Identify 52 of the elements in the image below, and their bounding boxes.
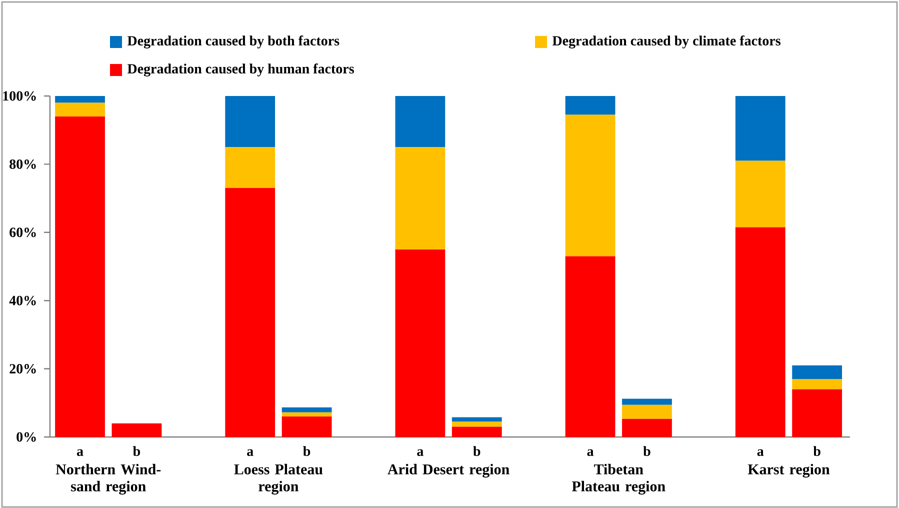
text: Tibetan Plateau region (572, 464, 666, 495)
legend-label: Degradation caused by human factors (127, 64, 354, 76)
y-tick-label: 80% (10, 159, 36, 169)
bar (282, 416, 332, 437)
x-tick-label: a (247, 449, 254, 456)
x-tick-label: b (303, 446, 310, 456)
text: Arid Desert region (388, 464, 510, 478)
x-tick-label: b (473, 446, 480, 456)
bar (622, 404, 672, 419)
bar (225, 96, 276, 148)
x-tick-label: b (813, 446, 820, 456)
bar (565, 114, 616, 256)
x-tick-label: a (76, 449, 84, 456)
bar (225, 188, 276, 437)
bar (452, 426, 502, 437)
bar (452, 417, 502, 422)
bar (55, 116, 105, 437)
bar (112, 423, 162, 437)
text: Karst region (748, 464, 830, 478)
text: Loess Plateau region (234, 464, 323, 495)
y-tick-label: 40% (9, 296, 36, 306)
bar (735, 160, 786, 228)
bar (735, 96, 786, 161)
bar (565, 256, 616, 437)
bar (395, 147, 446, 250)
legend-label: Degradation caused by both factors (127, 36, 340, 48)
x-tick-label: a (417, 449, 424, 456)
bar (55, 96, 105, 103)
bar (55, 102, 105, 116)
text: Northern Wind-sand region (56, 464, 161, 495)
bar (735, 227, 786, 437)
x-tick-label: b (643, 446, 650, 456)
x-tick-label: a (757, 449, 764, 456)
bar (622, 398, 672, 405)
bar (792, 389, 842, 437)
y-tick-label: 0% (16, 432, 36, 442)
y-tick-label: 20% (10, 364, 36, 374)
bar (452, 422, 502, 427)
bar (395, 96, 446, 148)
x-tick-label: a (587, 449, 594, 456)
bar (225, 147, 276, 188)
legend-label: Degradation caused by climate factors (552, 36, 780, 48)
bar (792, 379, 842, 390)
bar (565, 96, 616, 115)
bar (282, 407, 332, 412)
x-tick-label: b (132, 446, 140, 456)
y-tick-label: 100% (3, 91, 36, 101)
bar (282, 412, 332, 417)
y-tick-label: 60% (10, 228, 36, 238)
bar (622, 418, 672, 437)
bar (395, 249, 446, 437)
bar (792, 365, 842, 380)
